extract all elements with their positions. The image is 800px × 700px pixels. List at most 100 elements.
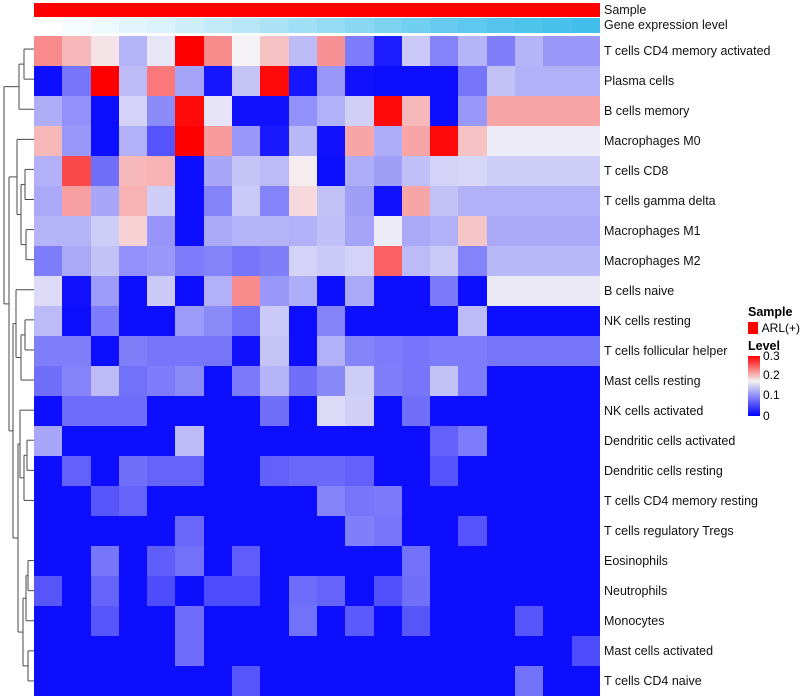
heatmap-cell [90,66,119,96]
heatmap-cell [288,606,317,636]
heatmap-cell [203,246,233,276]
gene-expression-annotation-cell [543,18,572,33]
row-label: Macrophages M0 [604,134,701,148]
heatmap-cell [430,96,459,126]
heatmap-cell [175,96,204,126]
heatmap-cell [62,576,91,606]
heatmap-cell [203,96,233,126]
heatmap-cell [90,576,119,606]
heatmap-cell [571,426,600,456]
heatmap-cell [401,336,431,366]
heatmap-cell [260,186,289,216]
heatmap-cell [118,306,148,336]
heatmap-cell [260,546,289,576]
heatmap-cell [345,666,374,696]
heatmap-cell [288,516,317,546]
heatmap-cell [203,456,233,486]
sample-annotation-cell [486,3,516,17]
heatmap-cell [288,216,317,246]
heatmap-cell [232,426,261,456]
heatmap-cell [203,36,233,66]
heatmap-cell [288,36,317,66]
heatmap-cell [373,216,402,246]
sample-annotation-cell [203,3,233,17]
heatmap-cell [203,186,233,216]
heatmap-cell [232,666,261,696]
level-legend: Level 0.3 0.2 0.1 0 [748,339,800,422]
heatmap-cell [90,486,119,516]
heatmap-cell [147,456,176,486]
heatmap-cell [260,156,289,186]
heatmap-cell [316,216,346,246]
heatmap-cell [486,636,516,666]
heatmap-cell [543,36,572,66]
row-label: NK cells activated [604,404,704,418]
heatmap-cell [175,576,204,606]
heatmap-cell [232,606,261,636]
sample-annotation-cell [543,3,572,17]
gene-expression-annotation-cell [34,18,63,33]
heatmap-cell [260,456,289,486]
heatmap-cell [515,156,544,186]
heatmap-cell [486,336,516,366]
heatmap-cell [118,216,148,246]
heatmap-cell [373,336,402,366]
heatmap-cell [486,666,516,696]
heatmap-cell [316,246,346,276]
heatmap-cell [90,456,119,486]
heatmap-cell [458,366,487,396]
row-label: B cells memory [604,104,690,118]
row-label: B cells naive [604,284,675,298]
heatmap-cell [62,276,91,306]
heatmap-cell [288,306,317,336]
heatmap-cell [373,426,402,456]
heatmap-cell [515,276,544,306]
heatmap-cell [260,636,289,666]
heatmap-cell [260,246,289,276]
heatmap-cell [232,336,261,366]
heatmap-cell [486,606,516,636]
heatmap-cell [571,246,600,276]
heatmap-cell [515,486,544,516]
heatmap-cell [345,486,374,516]
heatmap-cell [175,156,204,186]
heatmap-cell [401,36,431,66]
heatmap-cell [147,546,176,576]
gene-expression-annotation-cell [345,18,374,33]
heatmap-cell [373,546,402,576]
row-dendrogram [0,34,34,696]
heatmap-cell [515,606,544,636]
heatmap-cell [288,426,317,456]
heatmap-cell [458,66,487,96]
heatmap-cell [571,96,600,126]
heatmap-cell [34,36,63,66]
heatmap-cell [345,156,374,186]
heatmap-cell [62,426,91,456]
heatmap-cell [515,246,544,276]
heatmap-cell [373,96,402,126]
heatmap-cell [543,576,572,606]
heatmap-cell [62,366,91,396]
heatmap-cell [260,66,289,96]
row-label: T cells follicular helper [604,344,728,358]
gene-expression-annotation-cell [62,18,91,33]
heatmap-cell [345,216,374,246]
row-label: Monocytes [604,614,665,628]
heatmap-cell [345,396,374,426]
heatmap-cell [147,126,176,156]
heatmap-cell [515,516,544,546]
heatmap-cell [232,366,261,396]
heatmap-cell [401,156,431,186]
heatmap-cell [118,96,148,126]
sample-annotation-label: Sample [604,3,647,17]
heatmap-cell [288,276,317,306]
heatmap-cell [288,186,317,216]
heatmap-cell [316,276,346,306]
heatmap-cell [515,96,544,126]
heatmap-cell [486,306,516,336]
heatmap-cell [316,666,346,696]
heatmap-cell [458,36,487,66]
heatmap-cell [543,336,572,366]
heatmap-cell [232,396,261,426]
gene-expression-annotation-cell [486,18,516,33]
